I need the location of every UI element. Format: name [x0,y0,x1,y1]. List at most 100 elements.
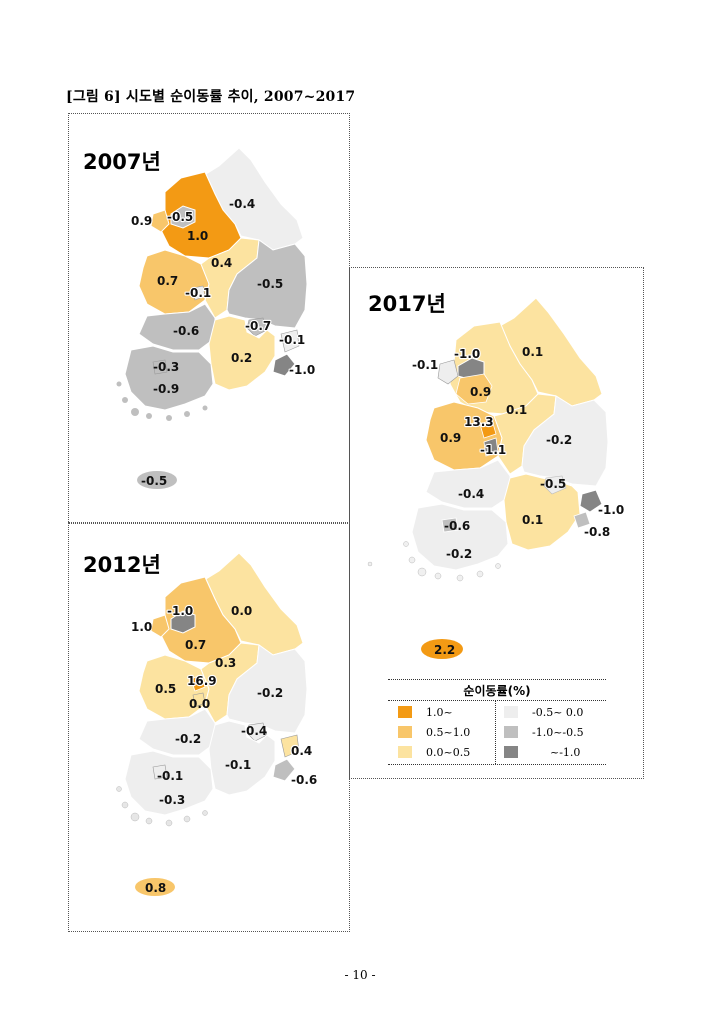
value-chungbuk: 0.1 [506,403,527,417]
region-incheon [150,614,170,638]
value-gwangju: -0.6 [444,519,470,533]
region-gyeongnam [503,473,581,551]
region-busan [579,489,603,513]
region-ulsan [573,511,591,529]
map-2007: -0.5 0.9 1.0 -0.4 0.4 0.7 -0.1 -0.5 -0.6… [116,147,316,489]
legend-swatch [398,706,412,718]
value-daegu: -0.7 [245,319,271,333]
legend-item: -0.5~ 0.0 [504,704,583,720]
value-jeonbuk: -0.6 [173,324,199,338]
region-jeju [421,639,463,659]
legend-label: -0.5~ 0.0 [532,705,584,719]
panel-2012: 2012년 -1.0 1.0 0.7 0.0 0.3 0.5 16.9 0.0 … [68,522,350,932]
legend: 순이동률(%) 1.0~ 0.5~1.0 0.0~0.5 -0.5~ 0.0 -… [388,679,606,765]
value-seoul: -1.0 [454,347,480,361]
map-2012: -1.0 1.0 0.7 0.0 0.3 0.5 16.9 0.0 -0.2 -… [116,552,318,896]
region-daejeon [192,692,206,708]
southwest-islands [116,786,208,827]
value-busan: -0.6 [291,773,317,787]
legend-column-divider [495,701,496,764]
value-incheon: 0.9 [131,214,152,228]
legend-label: 1.0~ [426,705,453,719]
region-gyeonggi-inner [455,373,493,405]
region-gwangju [152,764,168,780]
region-seoul [170,610,196,634]
region-gyeongnam [208,720,276,796]
year-label-2012: 2012년 [83,553,161,577]
value-busan: -1.0 [598,503,624,517]
value-daejeon: 0.0 [189,697,210,711]
value-gwangju: -0.1 [157,769,183,783]
value-jeju: 0.8 [145,881,166,895]
region-gyeongnam [208,315,276,391]
map-2017: -1.0 -0.1 0.9 0.1 0.1 0.9 13.3 -1.1 -0.2… [367,297,625,659]
value-gyeongbuk: -0.5 [257,277,283,291]
southwest-islands [116,368,208,421]
legend-label: 0.5~1.0 [426,725,471,739]
legend-label: 0.0~0.5 [426,745,471,759]
legend-swatch [504,746,518,758]
value-daejeon: -0.1 [185,286,211,300]
legend-divider [388,700,606,701]
value-incheon: 1.0 [131,620,152,634]
region-daegu [246,722,268,742]
region-sejong [479,419,497,439]
region-jeonnam [124,345,214,411]
value-ulsan: 0.4 [291,744,312,758]
region-daegu [543,475,567,495]
value-seoul: -1.0 [167,604,193,618]
page-title: [그림 6] 시도별 순이동률 추이, 2007~2017 [66,89,356,105]
panel-2017: 2017년 -1.0 -0.1 0.9 0.1 0.1 0.9 13.3 -1.… [349,267,644,779]
region-jeju [135,878,175,896]
region-jeonnam [124,750,214,816]
region-chungnam [138,654,210,720]
region-busan [272,353,296,377]
legend-swatch [504,706,518,718]
value-chungnam: 0.9 [440,431,461,445]
value-jeonnam: -0.3 [159,793,185,807]
value-gangwon: -0.4 [229,197,255,211]
legend-item: 0.5~1.0 [398,724,470,740]
value-jeonbuk: -0.2 [175,732,201,746]
value-chungbuk: 0.4 [211,256,232,270]
southwest-islands [367,541,501,582]
value-gyeongnam: -0.1 [225,758,251,772]
value-sejong: 13.3 [464,415,494,429]
legend-item: 1.0~ [398,704,453,720]
value-chungnam: 0.5 [155,682,176,696]
value-ulsan: -0.8 [584,525,610,539]
value-jeonbuk: -0.4 [458,487,484,501]
value-jeonnam: -0.2 [446,547,472,561]
region-jeonnam [411,503,509,571]
year-label-2007: 2007년 [83,150,161,174]
legend-title: 순이동률(%) [463,684,531,698]
region-jeju [137,471,177,489]
legend-swatch [504,726,518,738]
value-gyeongbuk: -0.2 [257,686,283,700]
value-gyeongnam: 0.2 [231,351,252,365]
value-jeju: 2.2 [434,643,455,657]
value-daejeon: -1.1 [480,443,506,457]
value-daegu: -0.4 [241,724,267,738]
region-sejong [190,674,206,692]
region-ulsan [280,329,300,353]
value-sejong: 16.9 [187,674,217,688]
region-gyeongbuk [521,395,609,487]
page-number: - 10 - [344,968,376,982]
region-incheon [150,209,170,233]
legend-swatch [398,746,412,758]
region-daejeon [483,437,499,457]
region-chungnam [425,401,503,471]
region-gwangju [441,517,459,533]
region-incheon [437,359,459,385]
value-gangwon: 0.0 [231,604,252,618]
region-gyeongbuk [226,239,308,329]
value-gwangju: -0.3 [153,360,179,374]
value-chungbuk: 0.3 [215,656,236,670]
value-gangwon: 0.1 [522,345,543,359]
region-gwangju [152,359,168,375]
legend-label: -1.0~-0.5 [532,725,584,739]
legend-item: -1.0~-0.5 [504,724,584,740]
value-jeju: -0.5 [141,474,167,488]
value-daegu: -0.5 [540,477,566,491]
